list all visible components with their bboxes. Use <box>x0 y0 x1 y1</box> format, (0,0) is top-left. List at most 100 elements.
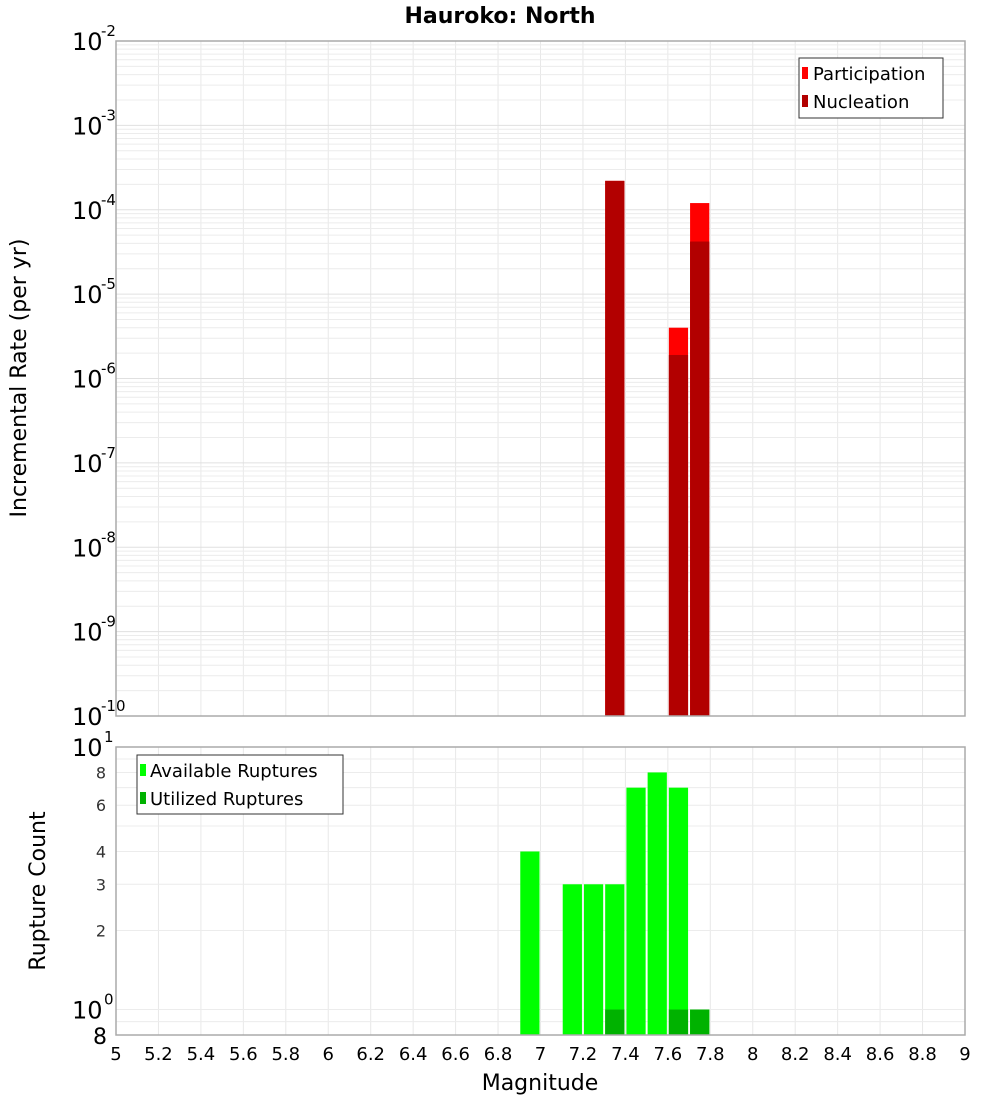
x-tick-label: 5.4 <box>187 1044 216 1065</box>
x-tick-label: 7.2 <box>569 1044 598 1065</box>
svg-text:10: 10 <box>72 112 103 140</box>
participation-swatch-icon <box>802 67 808 79</box>
svg-text:-8: -8 <box>101 528 116 546</box>
y-tick-label: 10-9 <box>72 613 116 647</box>
x-tick-label: 8.2 <box>781 1044 810 1065</box>
svg-text:10: 10 <box>72 281 103 309</box>
nucleation-swatch-icon <box>802 95 808 107</box>
top-legend-box <box>798 57 944 119</box>
y-tick-label: 10-10 <box>72 697 126 731</box>
svg-text:10: 10 <box>72 619 103 647</box>
y-tick-label: 10-8 <box>72 528 116 562</box>
legend-nucleation: Nucleation <box>813 92 909 113</box>
y-tick-label: 10-7 <box>72 444 116 478</box>
available-ruptures-bar <box>562 884 582 1035</box>
available-ruptures-bar <box>605 884 625 1035</box>
available-ruptures-bar <box>668 787 689 1035</box>
x-tick-label: 7.8 <box>696 1044 725 1065</box>
x-tick-label: 8.8 <box>908 1044 937 1065</box>
y-bottom-tick-label: 8 <box>93 1025 107 1050</box>
legend-participation: Participation <box>813 64 925 85</box>
x-tick-label: 6.2 <box>356 1044 385 1065</box>
x-tick-label: 5.6 <box>229 1044 258 1065</box>
nucleation-bar <box>605 180 625 716</box>
x-tick-label: 6.8 <box>484 1044 513 1065</box>
svg-text:-7: -7 <box>101 444 116 462</box>
top-plot-area: 10-210-310-410-510-610-710-810-910-10 In… <box>7 22 966 731</box>
x-tick-label: 6.4 <box>399 1044 428 1065</box>
nucleation-bar <box>668 354 689 716</box>
svg-text:10: 10 <box>72 997 103 1025</box>
svg-text:-4: -4 <box>101 191 116 209</box>
svg-text:10: 10 <box>72 450 103 478</box>
svg-text:10: 10 <box>72 734 103 762</box>
svg-text:0: 0 <box>104 991 114 1009</box>
y-minor-tick-label: 4 <box>96 842 106 861</box>
top-bars <box>605 180 710 717</box>
nucleation-bar <box>690 241 710 717</box>
y-tick-label: 10-3 <box>72 106 116 140</box>
y-minor-tick-label: 3 <box>96 875 106 894</box>
svg-text:-5: -5 <box>101 275 116 293</box>
x-axis-ticks: 5 5.2 5.4 5.6 5.8 6 6.2 6.4 6.6 6.8 7 7.2 7.4 7.6 7.8 8… <box>110 1044 970 1065</box>
svg-text:1: 1 <box>104 728 114 746</box>
x-tick-label: 8 <box>747 1044 758 1065</box>
utilized-swatch-icon <box>140 792 146 804</box>
legend-available-ruptures: Available Ruptures <box>150 761 318 782</box>
y-tick-label: 10-2 <box>72 22 116 56</box>
x-tick-label: 7 <box>535 1044 546 1065</box>
available-ruptures-bar <box>520 851 540 1035</box>
y-minor-tick-label: 6 <box>96 796 106 815</box>
top-y-axis-ticks: 10-210-310-410-510-610-710-810-910-10 <box>72 22 126 731</box>
chart-title: Hauroko: North <box>404 4 595 29</box>
svg-text:-9: -9 <box>101 613 116 631</box>
bottom-bars <box>520 772 710 1035</box>
svg-text:-10: -10 <box>101 697 126 715</box>
top-y-axis-label: Incremental Rate (per yr) <box>7 239 32 518</box>
y-tick-label: 10-6 <box>72 360 116 394</box>
svg-text:10: 10 <box>72 534 103 562</box>
available-swatch-icon <box>140 764 146 776</box>
svg-text:-3: -3 <box>101 106 116 124</box>
bottom-legend-box <box>136 754 344 815</box>
x-tick-label: 5 <box>110 1044 121 1065</box>
available-ruptures-bar <box>626 787 646 1035</box>
y-minor-tick-label: 8 <box>96 763 106 782</box>
y-tick-label: 10 0 <box>72 991 114 1025</box>
svg-text:10: 10 <box>72 366 103 394</box>
utilized-ruptures-bar <box>668 1009 689 1035</box>
x-tick-label: 9 <box>959 1044 970 1065</box>
x-tick-label: 8.6 <box>866 1044 895 1065</box>
x-tick-label: 6.6 <box>441 1044 470 1065</box>
svg-text:10: 10 <box>72 28 103 56</box>
svg-text:10: 10 <box>72 197 103 225</box>
y-tick-label: 10 1 <box>72 728 114 762</box>
svg-text:10: 10 <box>72 703 103 731</box>
x-tick-label: 7.6 <box>654 1044 683 1065</box>
x-tick-label: 5.2 <box>144 1044 173 1065</box>
top-plot-border <box>115 40 966 717</box>
y-tick-label: 10-5 <box>72 275 116 309</box>
x-tick-label: 8.4 <box>823 1044 852 1065</box>
x-tick-label: 5.8 <box>271 1044 300 1065</box>
x-tick-label: 6 <box>323 1044 334 1065</box>
y-tick-label: 10-4 <box>72 191 116 225</box>
top-grid <box>115 41 966 717</box>
x-tick-label: 7.4 <box>611 1044 640 1065</box>
bottom-plot-border <box>115 746 966 1036</box>
x-axis-label: Magnitude <box>482 1071 599 1096</box>
svg-text:-6: -6 <box>101 360 116 378</box>
utilized-ruptures-bar <box>690 1009 710 1035</box>
legend-utilized-ruptures: Utilized Ruptures <box>150 789 303 810</box>
svg-text:-2: -2 <box>101 22 116 40</box>
top-legend: Participation Nucleation <box>798 57 944 119</box>
bottom-legend: Available Ruptures Utilized Ruptures <box>136 754 344 815</box>
y-minor-tick-label: 2 <box>96 922 106 941</box>
bottom-y-axis-label: Rupture Count <box>26 811 51 971</box>
available-ruptures-bar <box>583 884 604 1035</box>
available-ruptures-bar <box>647 772 667 1035</box>
utilized-ruptures-bar <box>605 1009 625 1035</box>
